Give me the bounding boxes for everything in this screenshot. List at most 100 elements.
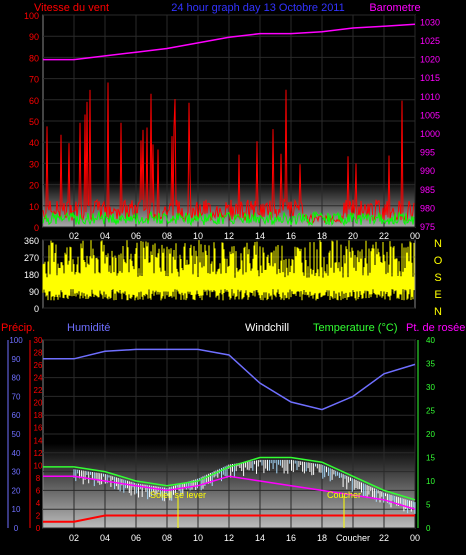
wind-tick-label: 10	[29, 202, 39, 212]
direction-letter: N	[434, 306, 442, 318]
precip-tick-label: 30	[34, 336, 43, 345]
wind-series	[42, 82, 415, 224]
humidity-title: Humidité	[67, 322, 110, 334]
precip-tick-label: 18	[34, 411, 43, 420]
humidity-line	[43, 348, 416, 411]
gust-line	[42, 210, 415, 227]
wind-tick-label: 70	[29, 75, 39, 85]
temperature-tick-label: 10	[426, 477, 435, 486]
humidity-tick-label: 50	[12, 430, 21, 439]
top-x-tick-label: 22	[379, 231, 389, 241]
humidity-tick-label: 30	[12, 468, 21, 477]
wind-axis: 0 10 20 30 40 50 60 70 80 90 100	[24, 11, 39, 233]
wind-tick-label: 40	[29, 138, 39, 148]
direction-tick-label: 360	[24, 236, 39, 246]
direction-tick-label: 180	[24, 270, 39, 280]
precip-tick-label: 16	[34, 424, 43, 433]
precip-tick-label: 4	[36, 499, 41, 508]
temperature-tick-label: 20	[426, 430, 435, 439]
humidity-tick-label: 100	[9, 336, 23, 345]
humidity-tick-label: 60	[12, 411, 21, 420]
bottom-x-tick-label: 12	[224, 533, 234, 543]
wind-line	[42, 82, 415, 224]
temperature-axis: 0 5 10 15 20 25 30 35 40	[426, 336, 435, 533]
barometer-tick-label: 1010	[420, 92, 440, 102]
barometer-tick-label: 995	[420, 148, 435, 158]
direction-letter: S	[434, 272, 441, 284]
direction-letter: E	[434, 289, 441, 301]
humidity-tick-label: 90	[12, 355, 21, 364]
top-x-tick-label: 02	[69, 231, 79, 241]
wind-tick-label: 30	[29, 159, 39, 169]
barometer-tick-label: 1020	[420, 55, 440, 65]
temperature-tick-label: 0	[426, 524, 431, 533]
humidity-tick-label: 40	[12, 449, 21, 458]
top-x-tick-label: 18	[317, 231, 327, 241]
top-x-tick-label: 10	[193, 231, 203, 241]
bottom-x-tick-label: Coucher	[336, 533, 370, 543]
temperature-tick-label: 40	[426, 336, 435, 345]
wind-tick-label: 50	[29, 117, 39, 127]
bottom-x-tick-label: 08	[162, 533, 172, 543]
wind-tick-label: 60	[29, 96, 39, 106]
precip-tick-label: 12	[34, 449, 43, 458]
wind-tick-label: 0	[34, 223, 39, 233]
wind-tick-label: 80	[29, 53, 39, 63]
temperature-tick-label: 15	[426, 454, 435, 463]
precip-tick-label: 2	[36, 511, 41, 520]
sunrise-label: Soleil se lever	[150, 490, 206, 500]
dewpoint-title: Pt. de rosée	[406, 322, 465, 334]
wind-title: Vitesse du vent	[34, 2, 109, 14]
bottom-x-tick-label: 18	[317, 533, 327, 543]
direction-tick-label: 270	[24, 253, 39, 263]
barometer-tick-label: 1015	[420, 73, 440, 83]
direction-axis: 0 90 180 270 360	[24, 236, 39, 314]
barometer-tick-label: 1025	[420, 36, 440, 46]
temperature-title: Temperature (°C)	[313, 322, 397, 334]
top-x-tick-label: 16	[286, 231, 296, 241]
precip-tick-label: 20	[34, 399, 43, 408]
top-x-tick-label: 14	[255, 231, 265, 241]
barometer-title: Barometre	[369, 2, 420, 14]
top-x-axis: 02 04 06 08 10 12 14 16 18 20 22 00	[69, 231, 420, 241]
bottom-x-tick-label: 14	[255, 533, 265, 543]
gust-series	[42, 210, 415, 227]
dewpoint-line	[43, 475, 416, 510]
humidity-tick-label: 80	[12, 374, 21, 383]
wind-direction-series	[42, 240, 415, 301]
bottom-x-tick-label: 16	[286, 533, 296, 543]
top-x-tick-label: 08	[162, 231, 172, 241]
bottom-x-tick-label: 22	[379, 533, 389, 543]
humidity-axis: 0 10 20 30 40 50 60 70 80 90 100	[9, 336, 23, 533]
barometer-tick-label: 985	[420, 185, 435, 195]
bottom-x-axis: 02 04 06 08 10 12 14 16 18 Coucher 22 00	[69, 533, 420, 543]
barometer-tick-label: 1030	[420, 17, 440, 27]
precip-line	[43, 514, 415, 523]
precip-tick-label: 0	[36, 524, 41, 533]
precip-tick-label: 10	[34, 461, 43, 470]
wind-tick-label: 90	[29, 32, 39, 42]
temperature-tick-label: 30	[426, 383, 435, 392]
direction-letter: O	[434, 255, 443, 267]
bottom-x-tick-label: 04	[100, 533, 110, 543]
wind-tick-label: 20	[29, 181, 39, 191]
barometer-line	[43, 23, 416, 61]
barometer-axis: 975 980 985 990 995 1000 1005 1010 1015 1020 1025 1…	[420, 17, 440, 232]
humidity-tick-label: 0	[14, 524, 19, 533]
humidity-tick-label: 10	[12, 505, 21, 514]
bottom-x-tick-label: 00	[410, 533, 420, 543]
graph-title: 24 hour graph day 13 Octobre 2011	[171, 2, 344, 14]
direction-letter: N	[434, 238, 442, 250]
precip-tick-label: 8	[36, 474, 41, 483]
bottom-x-tick-label: 06	[131, 533, 141, 543]
humidity-tick-label: 20	[12, 486, 21, 495]
bottom-x-tick-label: 02	[69, 533, 79, 543]
sunset-label: Coucher	[327, 490, 361, 500]
top-grid	[43, 14, 416, 228]
top-x-tick-label: 12	[224, 231, 234, 241]
precip-tick-label: 22	[34, 386, 43, 395]
